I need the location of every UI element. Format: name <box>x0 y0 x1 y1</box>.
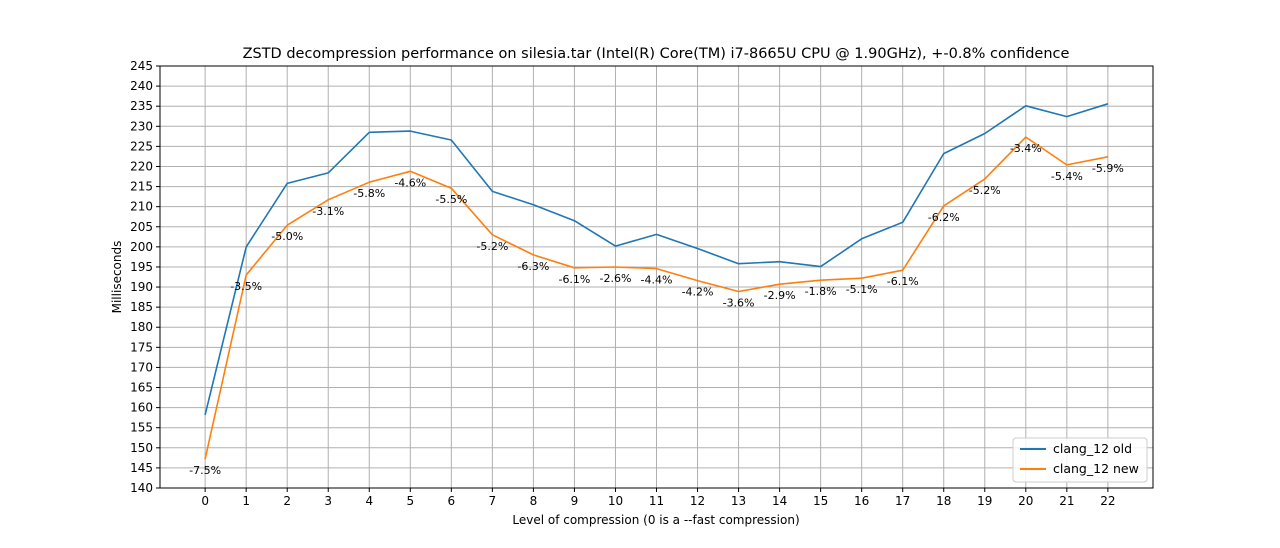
data-label: -6.1% <box>558 273 590 286</box>
x-tick-label: 12 <box>690 494 705 508</box>
data-label: -3.4% <box>1010 142 1042 155</box>
y-tick-label: 190 <box>130 280 153 294</box>
data-label: -4.4% <box>641 274 673 287</box>
x-tick-label: 18 <box>936 494 951 508</box>
data-label: -3.5% <box>230 280 262 293</box>
y-axis-ticks: 140 145 150 155 160 165 170 175 180 185 190 195 200 2… <box>130 59 160 495</box>
series-line-old <box>204 103 1109 416</box>
y-tick-label: 160 <box>130 401 153 415</box>
data-label: -2.9% <box>764 289 796 302</box>
data-label: -5.4% <box>1051 170 1083 183</box>
x-tick-label: 1 <box>242 494 250 508</box>
x-tick-label: 2 <box>283 494 291 508</box>
x-tick-label: 20 <box>1018 494 1033 508</box>
data-label: -4.2% <box>682 286 714 299</box>
y-tick-label: 230 <box>130 119 153 133</box>
data-label: -3.6% <box>723 296 755 309</box>
y-tick-label: 165 <box>130 381 153 395</box>
x-tick-label: 14 <box>772 494 787 508</box>
x-tick-label: 15 <box>813 494 828 508</box>
y-tick-label: 200 <box>130 240 153 254</box>
data-label: -4.6% <box>394 176 426 189</box>
y-tick-label: 205 <box>130 220 153 234</box>
data-label: -6.3% <box>517 260 549 273</box>
x-tick-label: 16 <box>854 494 869 508</box>
y-tick-label: 225 <box>130 139 153 153</box>
data-label: -5.0% <box>271 230 303 243</box>
y-tick-label: 240 <box>130 79 153 93</box>
chart-title: ZSTD decompression performance on silesi… <box>243 46 1070 62</box>
data-label: -2.6% <box>600 272 632 285</box>
y-tick-label: 210 <box>130 200 153 214</box>
data-label: -5.2% <box>476 240 508 253</box>
y-tick-label: 220 <box>130 159 153 173</box>
y-tick-label: 140 <box>130 481 153 495</box>
series-line-new <box>204 136 1109 460</box>
y-tick-label: 195 <box>130 260 153 274</box>
data-label: -6.1% <box>887 275 919 288</box>
legend-label-new: clang_12 new <box>1053 461 1139 476</box>
y-tick-label: 185 <box>130 300 153 314</box>
x-tick-label: 17 <box>895 494 910 508</box>
x-tick-label: 6 <box>448 494 456 508</box>
x-tick-label: 19 <box>977 494 992 508</box>
data-label: -7.5% <box>189 464 221 477</box>
data-label: -5.2% <box>969 184 1001 197</box>
data-label: -5.8% <box>353 187 385 200</box>
x-tick-label: 0 <box>201 494 209 508</box>
x-axis-ticks: 0 1 2 3 4 5 6 7 8 9 10 11 12 13 14 15 16 17 18 19 20 21 22 <box>201 488 1116 508</box>
data-label: -5.1% <box>846 283 878 296</box>
x-tick-label: 9 <box>571 494 579 508</box>
y-tick-label: 215 <box>130 180 153 194</box>
data-annotations: -7.5% -3.5% -5.0% -3.1% -5.8% -4.6% -5.5% -5.2%… <box>189 142 1124 477</box>
y-tick-label: 155 <box>130 421 153 435</box>
x-tick-label: 7 <box>489 494 497 508</box>
x-tick-label: 13 <box>731 494 746 508</box>
y-tick-label: 180 <box>130 320 153 334</box>
legend: clang_12 old clang_12 new <box>1012 437 1148 483</box>
x-tick-label: 3 <box>324 494 332 508</box>
x-tick-label: 21 <box>1059 494 1074 508</box>
legend-label-old: clang_12 old <box>1053 441 1132 456</box>
data-label: -1.8% <box>805 285 837 298</box>
x-tick-label: 4 <box>365 494 373 508</box>
x-tick-label: 22 <box>1100 494 1115 508</box>
data-label: -5.5% <box>435 193 467 206</box>
y-tick-label: 170 <box>130 360 153 374</box>
y-tick-label: 150 <box>130 441 153 455</box>
x-tick-label: 8 <box>530 494 538 508</box>
y-tick-label: 175 <box>130 340 153 354</box>
legend-box <box>1012 437 1148 483</box>
x-tick-label: 5 <box>406 494 414 508</box>
data-label: -5.9% <box>1092 162 1124 175</box>
x-tick-label: 11 <box>649 494 664 508</box>
y-axis-label: Milliseconds <box>110 241 124 314</box>
y-tick-label: 235 <box>130 99 153 113</box>
x-axis-label: Level of compression (0 is a --fast comp… <box>512 513 799 527</box>
data-label: -3.1% <box>312 205 344 218</box>
y-tick-label: 245 <box>130 59 153 73</box>
y-tick-label: 145 <box>130 461 153 475</box>
data-label: -6.2% <box>928 211 960 224</box>
series-lines <box>204 103 1109 460</box>
x-tick-label: 10 <box>608 494 623 508</box>
